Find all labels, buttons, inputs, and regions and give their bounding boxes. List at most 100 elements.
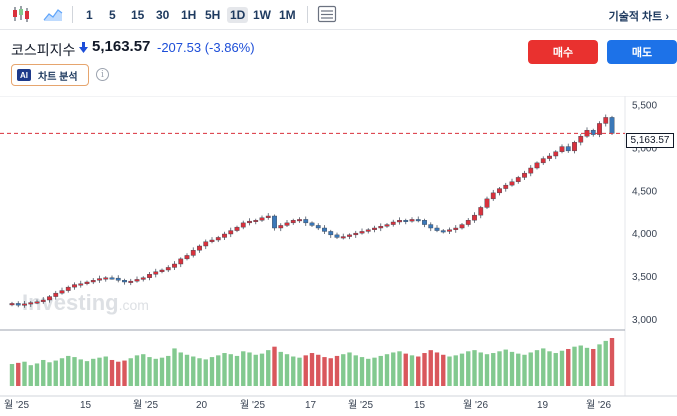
y-tick-label: 3,500 [632,272,657,283]
volume-bar [441,354,446,386]
candle [240,222,246,228]
timeframe-30[interactable]: 30 [156,8,170,22]
candle [228,230,234,235]
down-arrow-icon [79,42,88,53]
volume-bar [553,353,558,386]
candle [415,219,421,222]
candle [109,277,115,280]
candle [447,229,452,232]
volume-bar [578,345,583,386]
volume-bar [247,352,252,386]
ai-chart-analysis-label: 차트 분석 [38,71,78,83]
volume-bar [609,338,615,386]
y-tick-label: 4,000 [632,229,657,240]
volume-bar [359,357,365,386]
candle [15,303,21,306]
timeframe-5[interactable]: 5 [109,8,116,22]
candle [209,239,215,242]
volume-bar [141,354,146,386]
candle [9,303,15,306]
x-tick-label: 월 '25 [348,399,373,411]
candle [453,227,459,230]
volume-bar [447,356,452,386]
volume-bar [341,354,346,386]
info-icon[interactable]: i [96,68,109,81]
volume-bar [9,364,15,386]
volume-bar [384,354,390,386]
candle [265,215,271,218]
volume-bar [172,348,177,386]
timeframe-1m[interactable]: 1M [279,8,296,22]
timeframe-15[interactable]: 15 [131,8,145,22]
data-table-icon[interactable] [317,5,337,23]
candle [290,220,296,224]
timeframe-1[interactable]: 1 [86,8,93,22]
volume-bar [166,355,171,386]
timeframe-1h[interactable]: 1H [181,8,197,22]
price-change: -207.53 (-3.86%) [157,40,255,55]
volume-bar [153,358,158,386]
toolbar-divider [307,6,308,23]
volume-bar [353,355,358,386]
candle [140,277,146,280]
change-value: -207.53 [157,40,202,55]
volume-bar [372,357,377,386]
candle [390,221,396,225]
candle [597,123,602,135]
candle [559,146,565,152]
timeframe-1d[interactable]: 1D [227,7,249,23]
price-chart[interactable]: Investing.com 5,500 5,000 4,500 4,000 3,500 3… [0,96,677,416]
candle [178,258,184,265]
candle [540,158,546,164]
volume-bar [472,350,477,386]
volume-bar [147,357,152,386]
volume-bar [84,361,90,386]
volume-bar [28,365,33,386]
candle [509,181,515,186]
buy-button[interactable]: 매수 [528,40,598,64]
candle [59,290,65,294]
volume-bar [603,340,608,386]
sell-button[interactable]: 매도 [607,40,677,64]
volume-bar [516,353,521,386]
timeframe-1w[interactable]: 1W [253,8,271,22]
candle [365,229,371,232]
candle [222,233,227,238]
candle [159,269,165,272]
candle [522,172,527,178]
candle [334,234,340,238]
candle [303,219,309,224]
volume-bar [116,361,121,386]
volume-bar [47,362,52,386]
volume-bar [509,351,515,386]
area-chart-icon[interactable] [43,5,63,23]
volume-bar [97,357,102,386]
candle [328,231,334,236]
x-tick-label: 19 [537,400,549,411]
volume-bar [91,358,96,386]
volume-bar [309,353,315,386]
y-tick-label: 4,500 [632,186,657,197]
candle [353,232,359,236]
technical-chart-link[interactable]: 기술적 차트 › [608,11,669,23]
volume-bar [134,355,140,386]
candle [578,136,584,143]
candle [78,283,84,286]
volume-bar [78,359,83,386]
x-tick-label: 월 '25 [4,399,29,411]
volume-bar [41,359,46,386]
volume-bar [53,360,58,386]
candlestick-icon[interactable] [11,5,31,23]
volume-bar [378,355,383,386]
volume-bar [497,351,502,386]
candle [565,146,571,152]
candles [9,114,615,308]
x-tick-label: 월 '25 [240,399,265,411]
x-tick-label: 월 '25 [133,399,158,411]
volume-bar [228,354,233,386]
timeframe-5h[interactable]: 5H [205,8,221,22]
candle [40,299,46,302]
ai-chart-analysis-button[interactable]: AI 차트 분석 [11,64,89,86]
index-name: 코스피지수 [11,42,76,58]
volume-bar [122,360,127,386]
